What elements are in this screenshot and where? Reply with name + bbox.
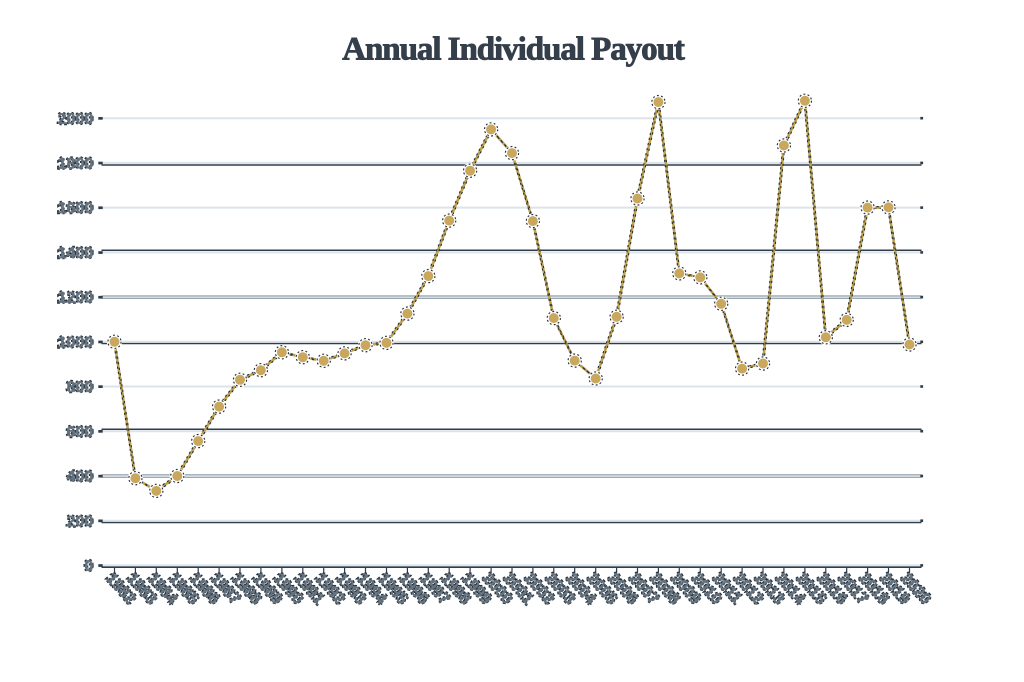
svg-text:200: 200: [66, 513, 93, 530]
svg-text:1000: 1000: [58, 335, 94, 352]
svg-text:1600: 1600: [58, 201, 94, 218]
svg-text:600: 600: [66, 424, 93, 441]
svg-text:1600: 1600: [57, 200, 93, 217]
svg-text:2000: 2000: [57, 111, 93, 128]
svg-text:200: 200: [67, 514, 94, 531]
svg-text:1400: 1400: [57, 245, 93, 262]
svg-text:400: 400: [66, 469, 93, 486]
svg-text:400: 400: [66, 469, 93, 486]
svg-text:400: 400: [67, 469, 94, 486]
svg-text:0: 0: [84, 558, 93, 575]
svg-text:800: 800: [66, 379, 93, 396]
svg-text:1200: 1200: [58, 290, 94, 307]
svg-text:1000: 1000: [57, 334, 93, 351]
svg-text:Annual Individual Payout: Annual Individual Payout: [342, 32, 685, 68]
svg-text:1800: 1800: [57, 156, 93, 173]
svg-text:800: 800: [66, 379, 93, 396]
svg-text:1800: 1800: [57, 156, 93, 173]
svg-text:0: 0: [84, 558, 93, 575]
svg-text:1200: 1200: [57, 290, 93, 307]
svg-text:1800: 1800: [58, 156, 94, 173]
svg-text:1400: 1400: [58, 245, 94, 262]
svg-text:2000: 2000: [57, 111, 93, 128]
svg-text:1000: 1000: [57, 334, 93, 351]
svg-text:1600: 1600: [57, 200, 93, 217]
svg-text:200: 200: [66, 513, 93, 530]
svg-text:2000: 2000: [58, 111, 94, 128]
svg-text:1200: 1200: [57, 290, 93, 307]
svg-text:600: 600: [66, 424, 93, 441]
svg-text:800: 800: [67, 379, 94, 396]
svg-text:0: 0: [85, 558, 94, 575]
svg-text:600: 600: [67, 424, 94, 441]
svg-text:1400: 1400: [57, 245, 93, 262]
